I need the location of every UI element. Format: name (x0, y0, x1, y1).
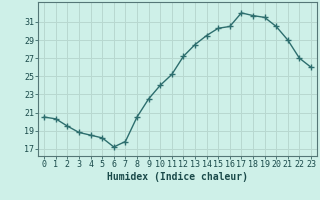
X-axis label: Humidex (Indice chaleur): Humidex (Indice chaleur) (107, 172, 248, 182)
